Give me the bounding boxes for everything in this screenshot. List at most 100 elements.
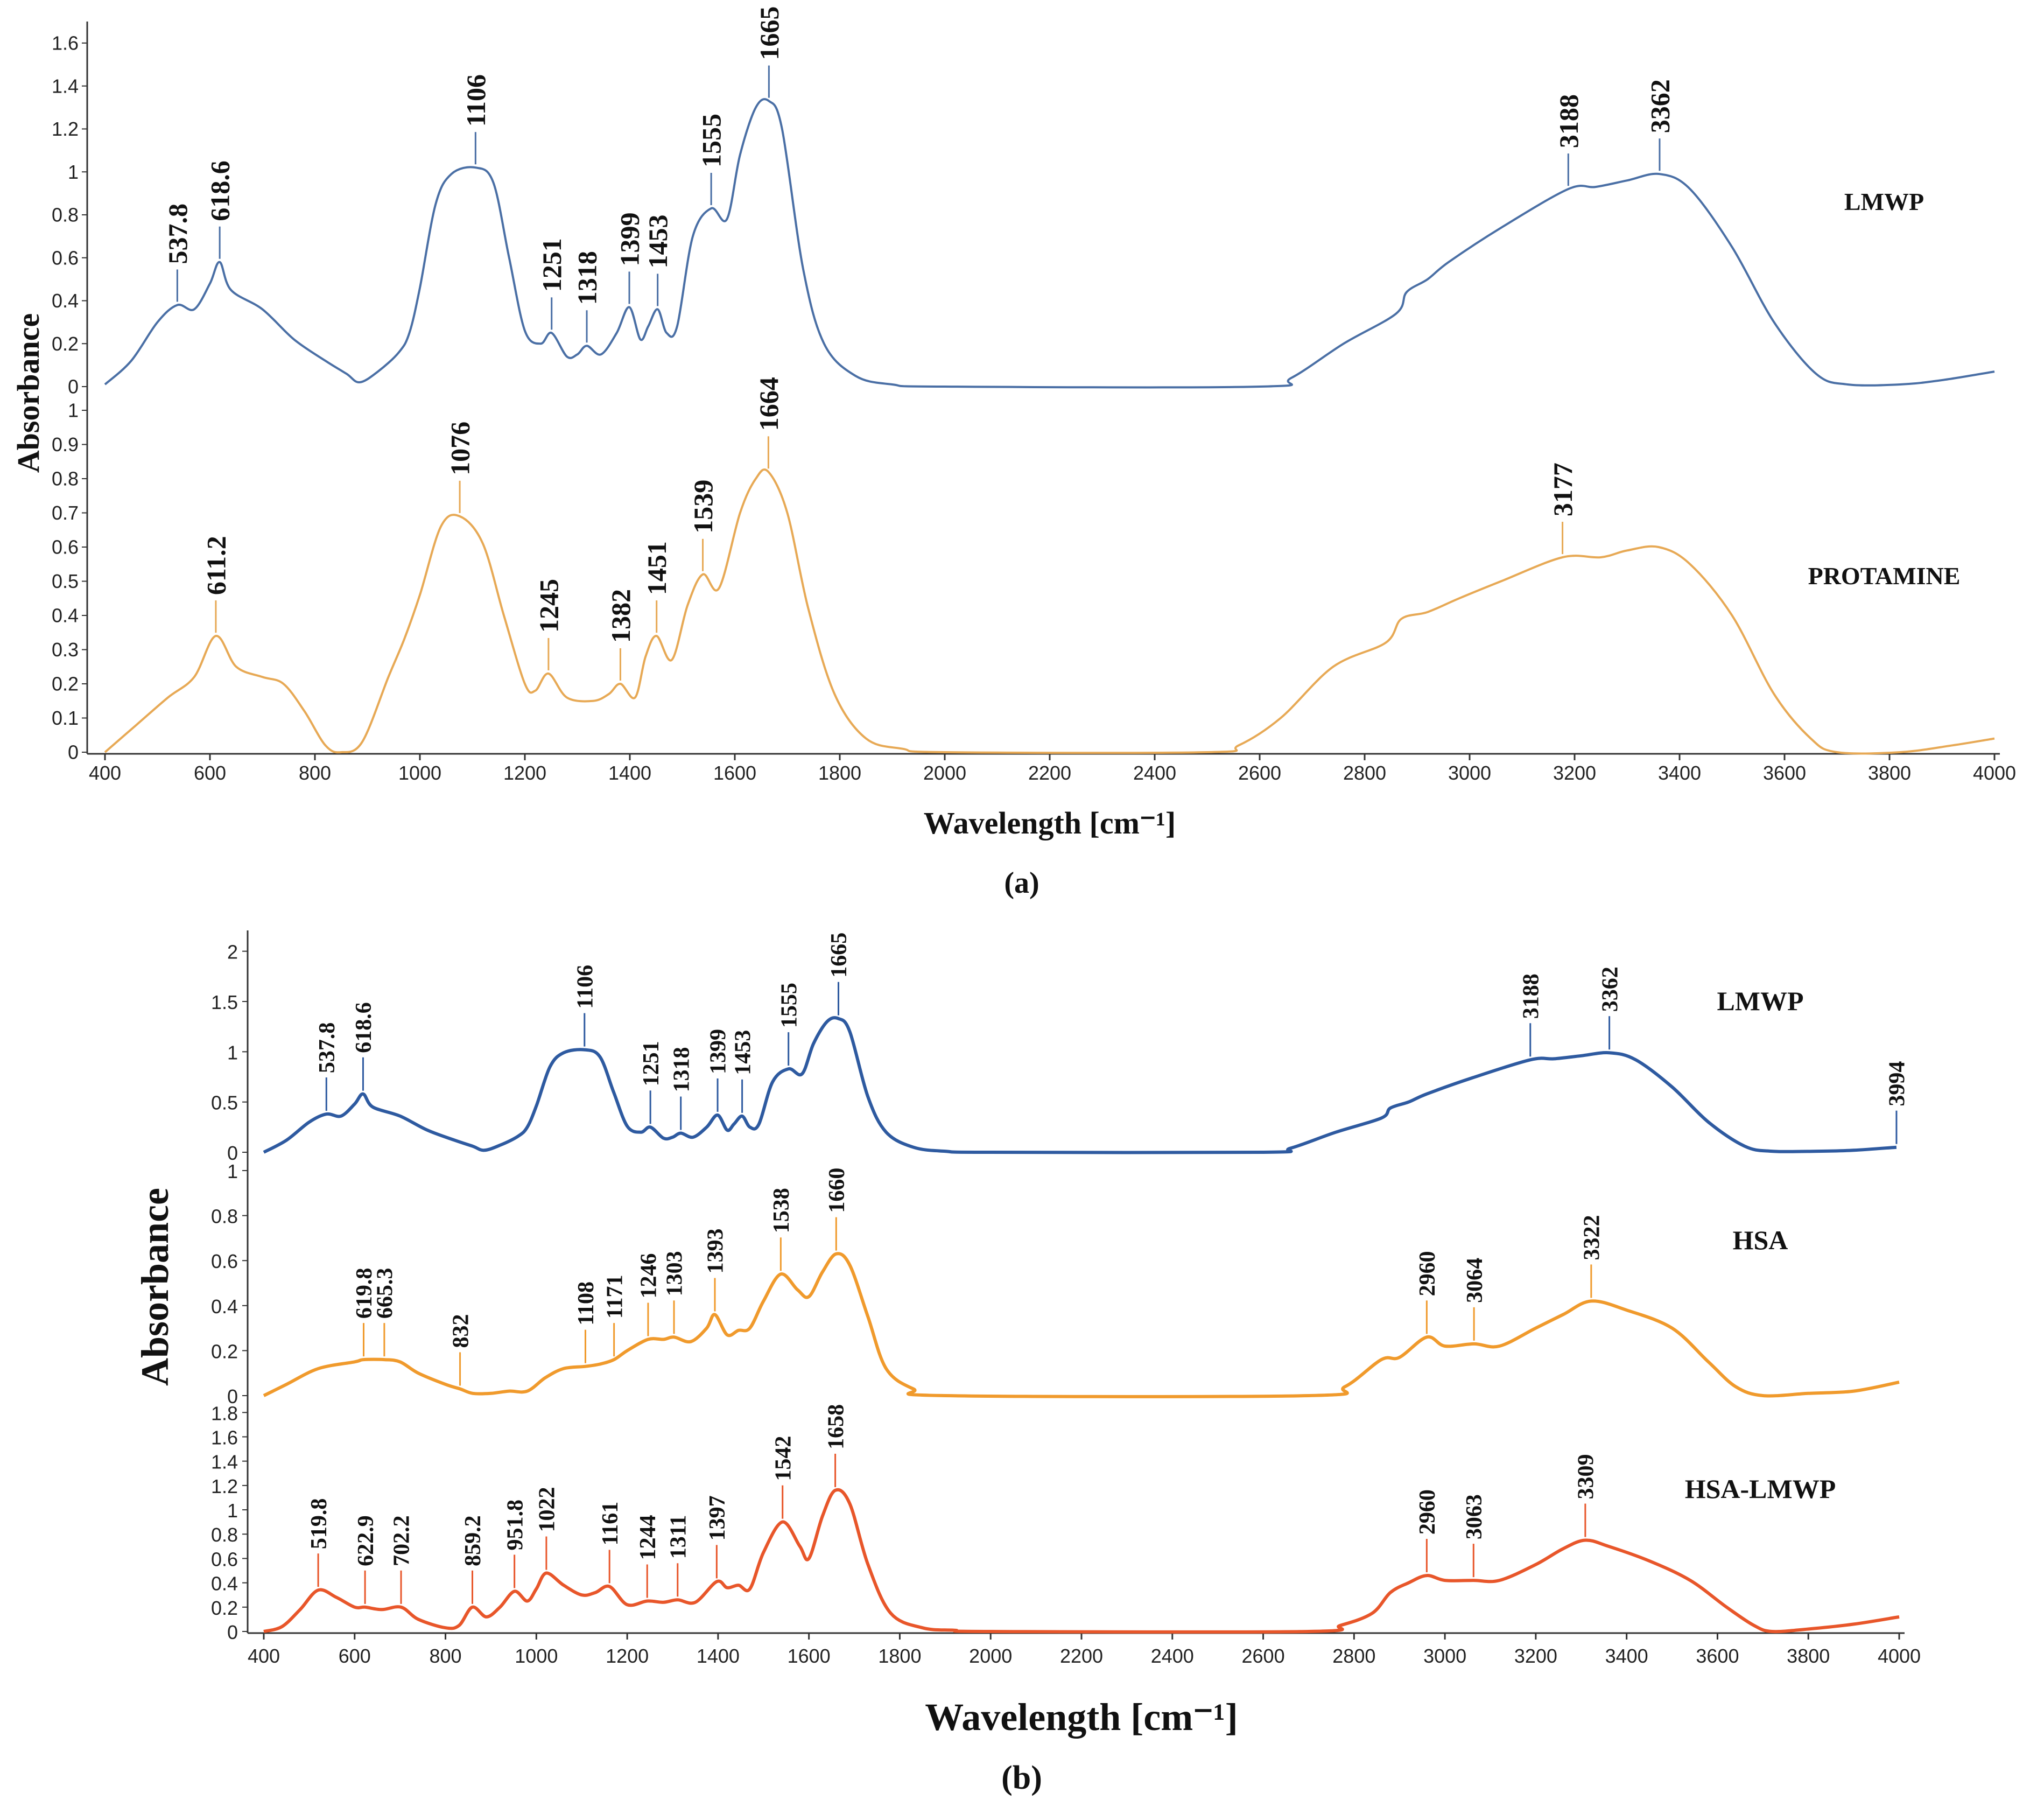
peak-label: 1318 (669, 1047, 694, 1092)
panel-b-chart: 400 600 800 1000 1200 1400 1600 1800 2000 2200 240… (134, 930, 1921, 1796)
peak-label: 1453 (730, 1030, 755, 1075)
peak-label: 1660 (825, 1168, 849, 1213)
x-tick-label: 800 (430, 1645, 462, 1667)
peak-label: 1108 (574, 1281, 599, 1326)
peak-label: 537.8 (315, 1022, 340, 1074)
peak-label: 1171 (602, 1274, 627, 1319)
y-tick-label: 1.4 (211, 1451, 238, 1473)
x-tick-label: 3400 (1605, 1645, 1648, 1667)
y-tick-label: 0.6 (211, 1250, 238, 1272)
peak-label: 3309 (1574, 1454, 1599, 1500)
y-tick-label: 1.6 (211, 1426, 238, 1448)
y-tick-label: 1.4 (52, 75, 79, 97)
peak-label: 1382 (606, 589, 636, 643)
peak-label: 1658 (824, 1404, 848, 1449)
x-tick-label: 2600 (1238, 762, 1281, 784)
peak-label: 1665 (827, 933, 852, 978)
x-axis-label: Wavelength [cm⁻¹] (925, 1696, 1238, 1739)
peak-label: 1106 (573, 965, 598, 1009)
y-tick-label: 1.8 (211, 1402, 238, 1424)
peak-label: 3063 (1462, 1494, 1487, 1539)
y-tick-label: 0.4 (211, 1295, 238, 1318)
y-tick-label: 0.3 (52, 639, 79, 661)
x-tick-label: 2200 (1060, 1645, 1103, 1667)
peak-label: 1303 (663, 1251, 687, 1296)
peak-label: 1399 (615, 212, 645, 266)
series-name-hsa: HSA (1733, 1225, 1788, 1255)
y-tick-label: 1.5 (211, 991, 238, 1013)
peak-label: 1246 (637, 1253, 662, 1299)
y-tick-label: 0 (68, 376, 79, 398)
y-axis-label: Absorbance (11, 313, 46, 473)
y-tick-label: 0.8 (52, 204, 79, 226)
peak-label: 611.2 (201, 536, 231, 595)
y-tick-label: 1.2 (52, 118, 79, 140)
panel-label: (a) (1004, 866, 1039, 900)
peak-label: 537.8 (163, 204, 193, 264)
peak-label: 1542 (771, 1436, 796, 1481)
y-tick-label: 0.5 (52, 570, 79, 592)
peak-label: 2960 (1415, 1251, 1440, 1296)
peak-label: 1451 (642, 541, 672, 595)
x-tick-label: 3400 (1658, 762, 1701, 784)
series-line-hsa-lmwp (263, 1488, 1900, 1634)
peak-label: 619.8 (352, 1268, 377, 1319)
peak-label: 618.6 (205, 160, 235, 221)
peak-label: 1665 (754, 6, 784, 60)
y-tick-label: 1 (227, 1500, 238, 1522)
peak-label: 1393 (704, 1229, 728, 1274)
x-tick-label: 1400 (608, 762, 651, 784)
y-tick-label: 0.8 (211, 1524, 238, 1546)
peak-label: 1664 (754, 377, 784, 431)
y-tick-label: 0.7 (52, 502, 79, 524)
panel-label: (b) (1001, 1760, 1042, 1796)
peak-label: 1555 (777, 983, 802, 1028)
y-tick-label: 0.2 (52, 333, 79, 355)
x-tick-label: 1400 (697, 1645, 740, 1667)
peak-label: 1106 (461, 74, 491, 127)
series-line-lmwp (104, 98, 1995, 389)
x-tick-label: 2000 (969, 1645, 1012, 1667)
peak-label: 832 (448, 1314, 473, 1348)
y-tick-label: 1 (68, 161, 79, 183)
x-tick-label: 2400 (1133, 762, 1176, 784)
peak-label: 3188 (1554, 94, 1584, 148)
peak-label: 1555 (697, 114, 727, 167)
x-tick-label: 4000 (1973, 762, 2016, 784)
y-tick-label: 0 (227, 1142, 238, 1164)
y-tick-label: 1 (227, 1041, 238, 1063)
y-tick-label: 2 (227, 941, 238, 963)
series-name-lmwp: LMWP (1717, 986, 1803, 1016)
x-tick-label: 2200 (1028, 762, 1071, 784)
x-tick-label: 600 (194, 762, 226, 784)
x-tick-label: 3800 (1787, 1645, 1830, 1667)
y-tick-label: 0 (227, 1385, 238, 1407)
x-tick-label: 2600 (1242, 1645, 1285, 1667)
series-line-lmwp (263, 1016, 1897, 1154)
x-tick-label: 1800 (878, 1645, 921, 1667)
x-tick-label: 1000 (515, 1645, 558, 1667)
y-tick-label: 0.9 (52, 433, 79, 456)
peak-label: 3322 (1580, 1215, 1605, 1260)
y-tick-label: 0.2 (52, 673, 79, 695)
x-tick-label: 1600 (713, 762, 756, 784)
series-line-hsa (263, 1252, 1900, 1398)
y-tick-label: 0.6 (211, 1548, 238, 1570)
peak-label: 1399 (706, 1029, 731, 1074)
peak-label: 3188 (1519, 973, 1543, 1019)
peak-label: 1311 (666, 1515, 691, 1559)
peak-label: 1245 (533, 579, 564, 633)
x-tick-label: 800 (299, 762, 331, 784)
peak-label: 1076 (445, 422, 475, 475)
peak-label: 859.2 (461, 1515, 486, 1566)
series-line-protamine (104, 468, 1995, 755)
x-tick-label: 2000 (923, 762, 966, 784)
peak-label: 1539 (688, 480, 718, 534)
peak-label: 1251 (639, 1041, 664, 1086)
peak-label: 951.8 (503, 1500, 528, 1551)
x-tick-label: 3800 (1868, 762, 1911, 784)
x-tick-label: 4000 (1878, 1645, 1921, 1667)
peak-label: 702.2 (390, 1515, 415, 1566)
x-tick-label: 2800 (1343, 762, 1386, 784)
